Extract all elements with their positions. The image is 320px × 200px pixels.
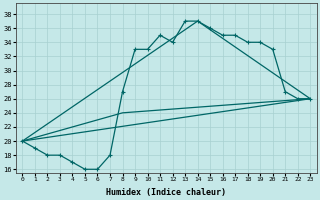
X-axis label: Humidex (Indice chaleur): Humidex (Indice chaleur): [106, 188, 226, 197]
